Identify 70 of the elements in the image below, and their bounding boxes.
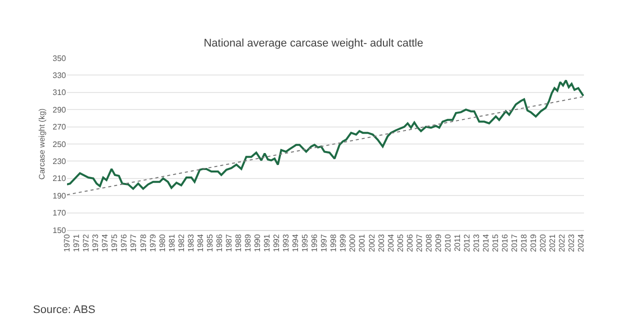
x-tick-label: 2001 xyxy=(358,234,367,252)
x-tick-label: 1997 xyxy=(320,234,329,252)
x-tick-label: 1974 xyxy=(100,234,110,252)
y-tick-label: 150 xyxy=(52,226,67,235)
x-tick-label: 2017 xyxy=(510,234,520,252)
x-tick-label: 2000 xyxy=(348,234,358,252)
x-tick-label: 1987 xyxy=(224,234,234,252)
x-tick-label: 1996 xyxy=(310,234,320,252)
x-tick-label: 2012 xyxy=(462,234,472,252)
x-tick-label: 2004 xyxy=(386,234,396,252)
x-tick-label: 1979 xyxy=(148,234,158,252)
x-tick-label: 2010 xyxy=(443,234,452,252)
x-tick-label: 1971 xyxy=(72,234,82,252)
x-tick-label: 2019 xyxy=(529,234,538,252)
x-tick-label: 1977 xyxy=(129,234,138,252)
x-tick-label: 1980 xyxy=(158,234,167,252)
x-tick-label: 2002 xyxy=(367,234,376,252)
chart-title: National average carcase weight- adult cattle xyxy=(204,38,424,50)
x-tick-label: 2015 xyxy=(491,234,500,252)
y-tick-label: 170 xyxy=(52,208,67,218)
x-tick-label: 2016 xyxy=(500,234,510,252)
x-tick-label: 1984 xyxy=(196,234,205,252)
x-tick-label: 2020 xyxy=(538,234,548,252)
x-tick-label: 1973 xyxy=(91,234,100,252)
x-tick-label: 1975 xyxy=(110,234,120,252)
x-tick-label: 1992 xyxy=(272,234,282,252)
x-tick-label: 1983 xyxy=(186,234,196,252)
x-tick-label: 1995 xyxy=(300,234,310,252)
x-tick-label: 1989 xyxy=(244,234,252,252)
x-tick-label: 1998 xyxy=(329,234,338,252)
y-tick-label: 230 xyxy=(52,157,67,166)
x-tick-label: 1990 xyxy=(253,234,262,252)
y-tick-label: 190 xyxy=(52,191,67,200)
x-tick-label: 2018 xyxy=(520,234,529,252)
x-tick-label: 1981 xyxy=(167,234,176,252)
x-tick-label: 1976 xyxy=(120,234,129,252)
x-tick-label: 1978 xyxy=(138,234,148,252)
source-note: Source: ABS xyxy=(33,304,96,316)
x-tick-label: 2005 xyxy=(396,234,405,252)
x-tick-label: 1985 xyxy=(205,234,214,252)
x-tick-label: 1970 xyxy=(62,234,72,252)
x-tick-label: 2008 xyxy=(424,234,434,252)
x-tick-label: 2011 xyxy=(452,234,462,252)
x-tick-label: 2021 xyxy=(548,234,558,252)
x-tick-label: 1991 xyxy=(262,234,272,252)
x-tick-label: 2024 xyxy=(576,234,586,252)
x-tick-label: 2022 xyxy=(558,234,567,252)
line-series xyxy=(67,79,584,190)
y-tick-label: 250 xyxy=(52,140,67,149)
x-tick-label: 1993 xyxy=(282,234,291,252)
y-tick-label: 270 xyxy=(52,122,67,132)
x-tick-label: 2009 xyxy=(434,234,443,252)
x-tick-label: 2014 xyxy=(482,234,491,252)
x-tick-label: 1994 xyxy=(291,234,300,252)
x-tick-label: 1999 xyxy=(338,234,348,252)
y-tick-label: 330 xyxy=(52,71,67,80)
y-tick-label: 210 xyxy=(52,174,67,184)
y-axis-title: Carcase weight (kg) xyxy=(37,108,46,180)
y-tick-label: 310 xyxy=(52,88,67,98)
y-tick-label: 290 xyxy=(52,105,67,114)
x-tick-label: 1982 xyxy=(176,234,186,252)
x-tick-label: 2003 xyxy=(376,234,386,252)
x-tick-label: 1972 xyxy=(82,234,91,252)
x-tick-label: 1986 xyxy=(214,234,224,252)
x-tick-label: 2006 xyxy=(405,234,414,252)
y-tick-label: 350 xyxy=(52,54,67,63)
x-tick-label: 2007 xyxy=(414,234,424,252)
x-tick-label: 2023 xyxy=(567,234,576,252)
x-tick-label: 1988 xyxy=(234,234,243,252)
x-tick-label: 2013 xyxy=(472,234,482,252)
